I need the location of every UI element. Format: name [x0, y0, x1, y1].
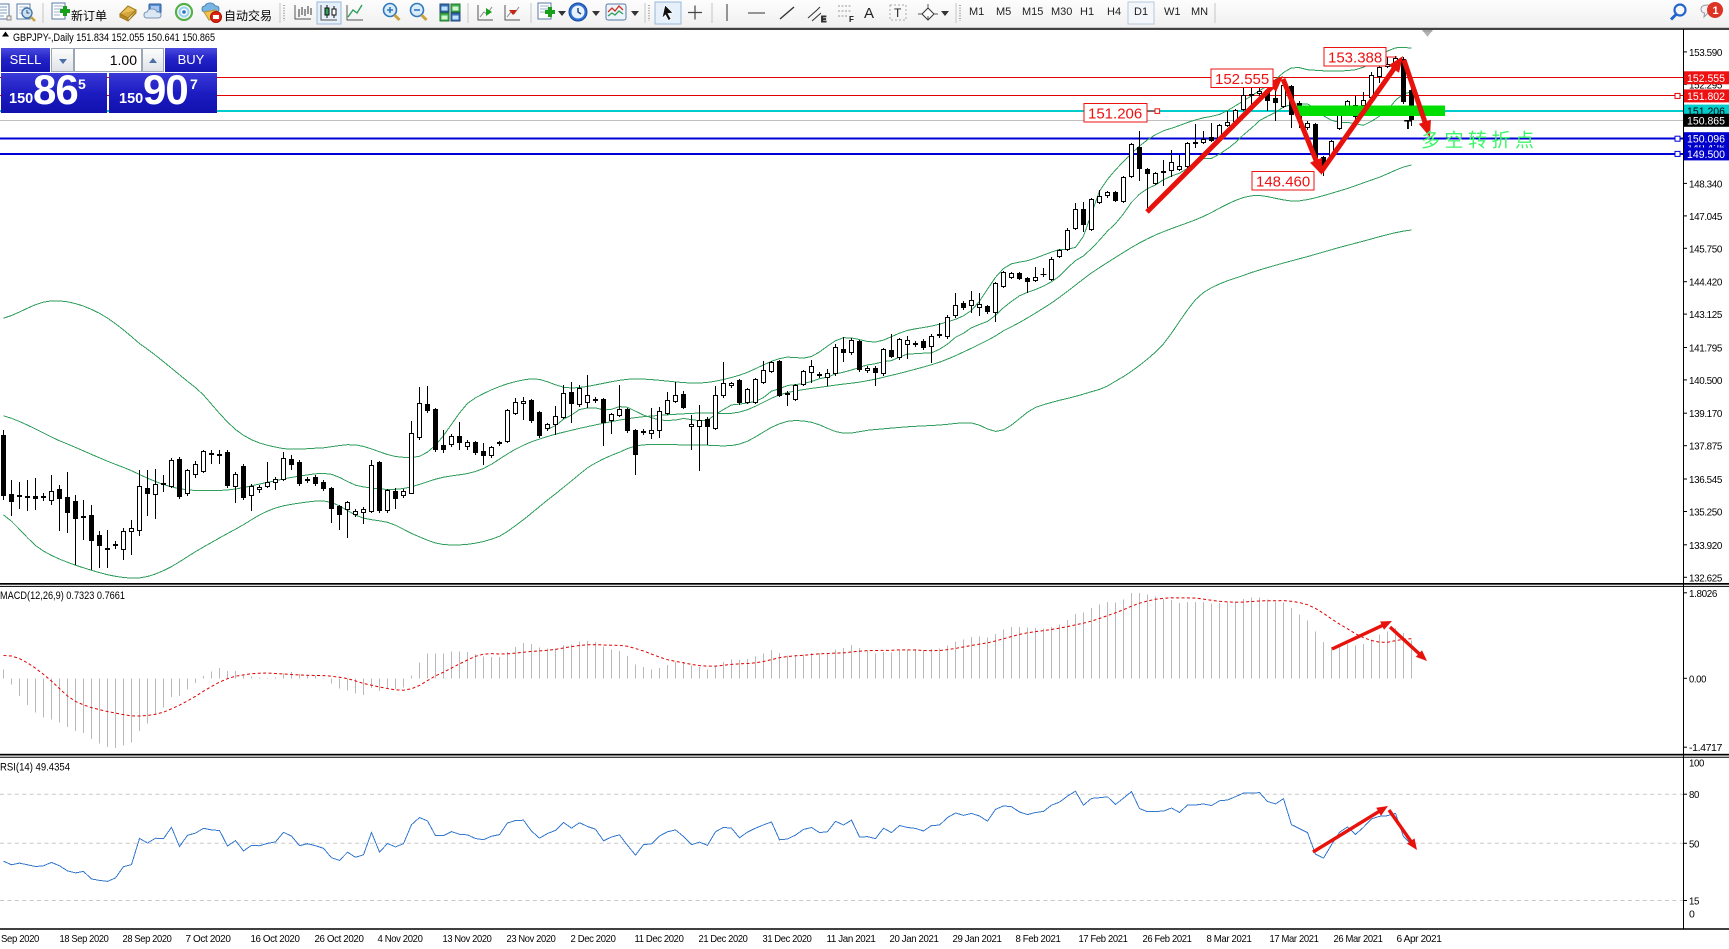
svg-text:152.555: 152.555: [1687, 73, 1725, 85]
svg-text:20 Jan 2021: 20 Jan 2021: [890, 933, 940, 945]
svg-text:149.500: 149.500: [1687, 149, 1725, 161]
svg-text:50: 50: [1689, 838, 1700, 850]
svg-text:E: E: [821, 15, 827, 24]
svg-text:148.340: 148.340: [1689, 178, 1723, 190]
svg-text:1.8026: 1.8026: [1689, 588, 1718, 600]
svg-text:16 Oct 2020: 16 Oct 2020: [251, 933, 301, 945]
svg-text:11 Dec 2020: 11 Dec 2020: [635, 933, 684, 945]
svg-text:28 Sep 2020: 28 Sep 2020: [123, 933, 172, 945]
svg-text:15: 15: [1689, 896, 1700, 908]
svg-text:150.096: 150.096: [1687, 134, 1725, 146]
svg-text:137.875: 137.875: [1689, 441, 1723, 453]
svg-text:26 Oct 2020: 26 Oct 2020: [315, 933, 365, 945]
svg-text:7 Oct 2020: 7 Oct 2020: [186, 933, 232, 945]
svg-text:148.460: 148.460: [1256, 174, 1310, 191]
svg-text:MACD(12,26,9) 0.7323 0.7661: MACD(12,26,9) 0.7323 0.7661: [0, 590, 125, 602]
svg-text:150.865: 150.865: [1687, 115, 1725, 127]
svg-text:29 Jan 2021: 29 Jan 2021: [953, 933, 1003, 945]
svg-text:21 Dec 2020: 21 Dec 2020: [699, 933, 748, 945]
svg-text:0: 0: [1689, 909, 1695, 921]
svg-text:143.125: 143.125: [1689, 309, 1723, 321]
svg-text:A: A: [864, 5, 874, 22]
svg-text:80: 80: [1689, 789, 1700, 801]
svg-text:31 Dec 2020: 31 Dec 2020: [763, 933, 812, 945]
svg-text:135.250: 135.250: [1689, 507, 1723, 519]
svg-text:6 Apr 2021: 6 Apr 2021: [1397, 933, 1443, 945]
svg-text:132.625: 132.625: [1689, 572, 1723, 584]
svg-text:-1.4717: -1.4717: [1689, 742, 1723, 754]
svg-text:Sep 2020: Sep 2020: [1, 933, 40, 945]
svg-text:RSI(14) 49.4354: RSI(14) 49.4354: [0, 762, 70, 774]
svg-text:23 Nov 2020: 23 Nov 2020: [507, 933, 556, 945]
svg-text:145.750: 145.750: [1689, 243, 1723, 255]
svg-text:100: 100: [1689, 758, 1705, 770]
svg-text:151.206: 151.206: [1088, 106, 1142, 123]
svg-text:141.795: 141.795: [1689, 343, 1723, 355]
svg-text:8 Feb 2021: 8 Feb 2021: [1016, 933, 1061, 945]
svg-text:F: F: [849, 15, 854, 24]
svg-text:多空转折点: 多空转折点: [1421, 130, 1539, 152]
svg-text:GBPJPY-,Daily 151.834 152.055: GBPJPY-,Daily 151.834 152.055 150.641 15…: [13, 32, 215, 44]
svg-text:T: T: [894, 6, 902, 20]
svg-text:18 Sep 2020: 18 Sep 2020: [60, 933, 109, 945]
svg-text:140.500: 140.500: [1689, 375, 1723, 387]
svg-text:2 Dec 2020: 2 Dec 2020: [571, 933, 616, 945]
svg-text:17 Mar 2021: 17 Mar 2021: [1270, 933, 1319, 945]
svg-text:133.920: 133.920: [1689, 540, 1723, 552]
svg-text:1: 1: [1713, 5, 1719, 17]
svg-text:136.545: 136.545: [1689, 474, 1723, 486]
svg-text:4 Nov 2020: 4 Nov 2020: [378, 933, 423, 945]
svg-text:144.420: 144.420: [1689, 277, 1723, 289]
svg-text:26 Mar 2021: 26 Mar 2021: [1334, 933, 1383, 945]
svg-text:152.555: 152.555: [1215, 71, 1269, 88]
svg-text:26 Feb 2021: 26 Feb 2021: [1143, 933, 1192, 945]
svg-text:151.802: 151.802: [1687, 91, 1725, 103]
svg-text:11 Jan 2021: 11 Jan 2021: [827, 933, 877, 945]
svg-text:0.00: 0.00: [1689, 673, 1706, 685]
svg-text:8 Mar 2021: 8 Mar 2021: [1207, 933, 1253, 945]
svg-text:T: T: [1404, 117, 1412, 132]
svg-text:13 Nov 2020: 13 Nov 2020: [443, 933, 492, 945]
svg-text:153.388: 153.388: [1328, 50, 1382, 67]
svg-text:153.590: 153.590: [1689, 47, 1723, 59]
svg-text:147.045: 147.045: [1689, 211, 1723, 223]
svg-text:17 Feb 2021: 17 Feb 2021: [1079, 933, 1128, 945]
svg-text:139.170: 139.170: [1689, 408, 1723, 420]
